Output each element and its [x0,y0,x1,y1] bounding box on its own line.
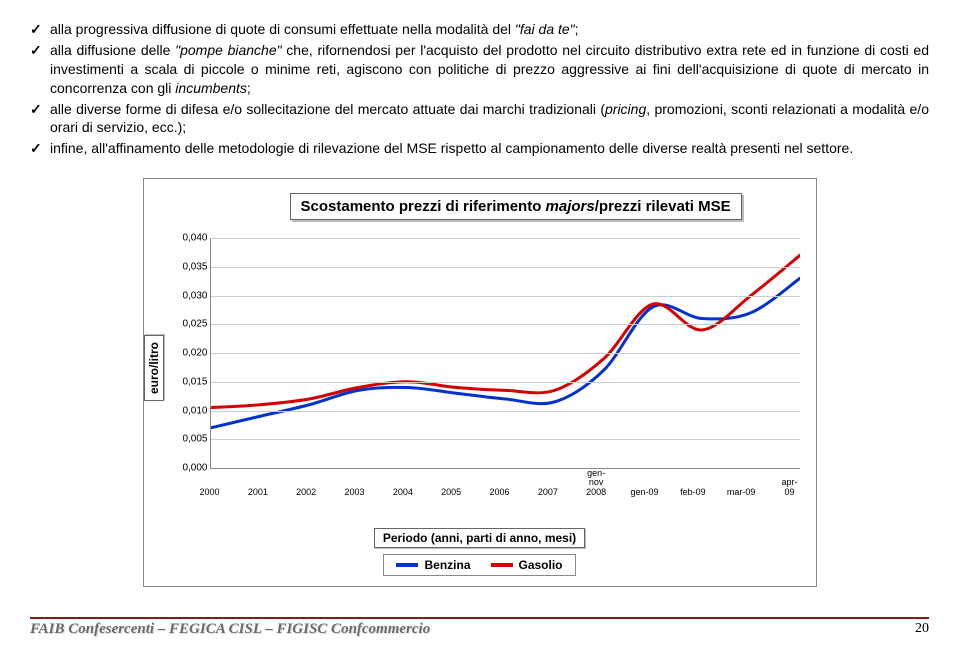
bullet-item: alla progressiva diffusione di quote di … [30,20,929,39]
legend-item-gasolio: Gasolio [491,558,563,572]
y-tick-label: 0,015 [178,376,208,387]
legend-label: Gasolio [519,558,563,572]
text: alla diffusione delle [50,42,175,58]
text-italic: "pompe bianche" [175,42,281,58]
text-italic: incumbents [175,80,247,96]
y-tick-label: 0,020 [178,348,208,359]
x-tick-label: 2004 [393,488,413,498]
chart-title-text: /prezzi rilevati MSE [595,198,731,215]
x-tick-label: apr-09 [781,478,797,498]
legend-swatch [396,563,418,567]
bullet-item: infine, all'affinamento delle metodologi… [30,139,929,158]
x-tick-label: 2001 [248,488,268,498]
legend-label: Benzina [424,558,470,572]
y-tick-label: 0,040 [178,233,208,244]
text: infine, all'affinamento delle metodologi… [50,140,853,156]
chart-grid [210,238,800,469]
text: ; [575,21,579,37]
x-tick-label: 2006 [489,488,509,498]
text-italic: pricing [605,101,646,117]
y-tick-label: 0,025 [178,319,208,330]
y-tick-label: 0,000 [178,463,208,474]
chart-title-text: Scostamento prezzi di riferimento [301,198,546,215]
x-tick-label: gen-nov2008 [586,469,606,499]
text: alla progressiva diffusione di quote di … [50,21,515,37]
bullet-item: alle diverse forme di difesa e/o solleci… [30,100,929,138]
bullet-list: alla progressiva diffusione di quote di … [30,20,929,158]
y-tick-label: 0,005 [178,434,208,445]
chart-title: Scostamento prezzi di riferimento majors… [290,193,742,220]
x-tick-label: 2005 [441,488,461,498]
chart-box: Scostamento prezzi di riferimento majors… [143,178,817,587]
y-axis-label: euro/litro [144,335,164,401]
bullet-item: alla diffusione delle "pompe bianche" ch… [30,41,929,98]
text: ; [247,80,251,96]
chart-container: Scostamento prezzi di riferimento majors… [30,178,929,587]
text-italic: "fai da te" [515,21,575,37]
x-tick-label: 2003 [344,488,364,498]
plot-area: euro/litro 0,0000,0050,0100,0150,0200,02… [160,238,800,498]
y-tick-label: 0,010 [178,405,208,416]
y-tick-label: 0,030 [178,290,208,301]
x-axis-label: Periodo (anni, parti di anno, mesi) [374,528,585,548]
y-tick-label: 0,035 [178,261,208,272]
x-tick-label: 2007 [538,488,558,498]
x-tick-label: 2002 [296,488,316,498]
x-tick-label: 2000 [199,488,219,498]
chart-legend: Benzina Gasolio [383,554,575,576]
x-tick-label: gen-09 [630,488,658,498]
legend-swatch [491,563,513,567]
x-tick-label: feb-09 [680,488,706,498]
chart-title-italic: majors [546,198,595,215]
legend-item-benzina: Benzina [396,558,470,572]
page-number: 20 [915,621,929,638]
page-footer: FAIB Confesercenti – FEGICA CISL – FIGIS… [30,617,929,638]
text: alle diverse forme di difesa e/o solleci… [50,101,605,117]
footer-text: FAIB Confesercenti – FEGICA CISL – FIGIS… [30,621,430,638]
x-tick-label: mar-09 [727,488,756,498]
